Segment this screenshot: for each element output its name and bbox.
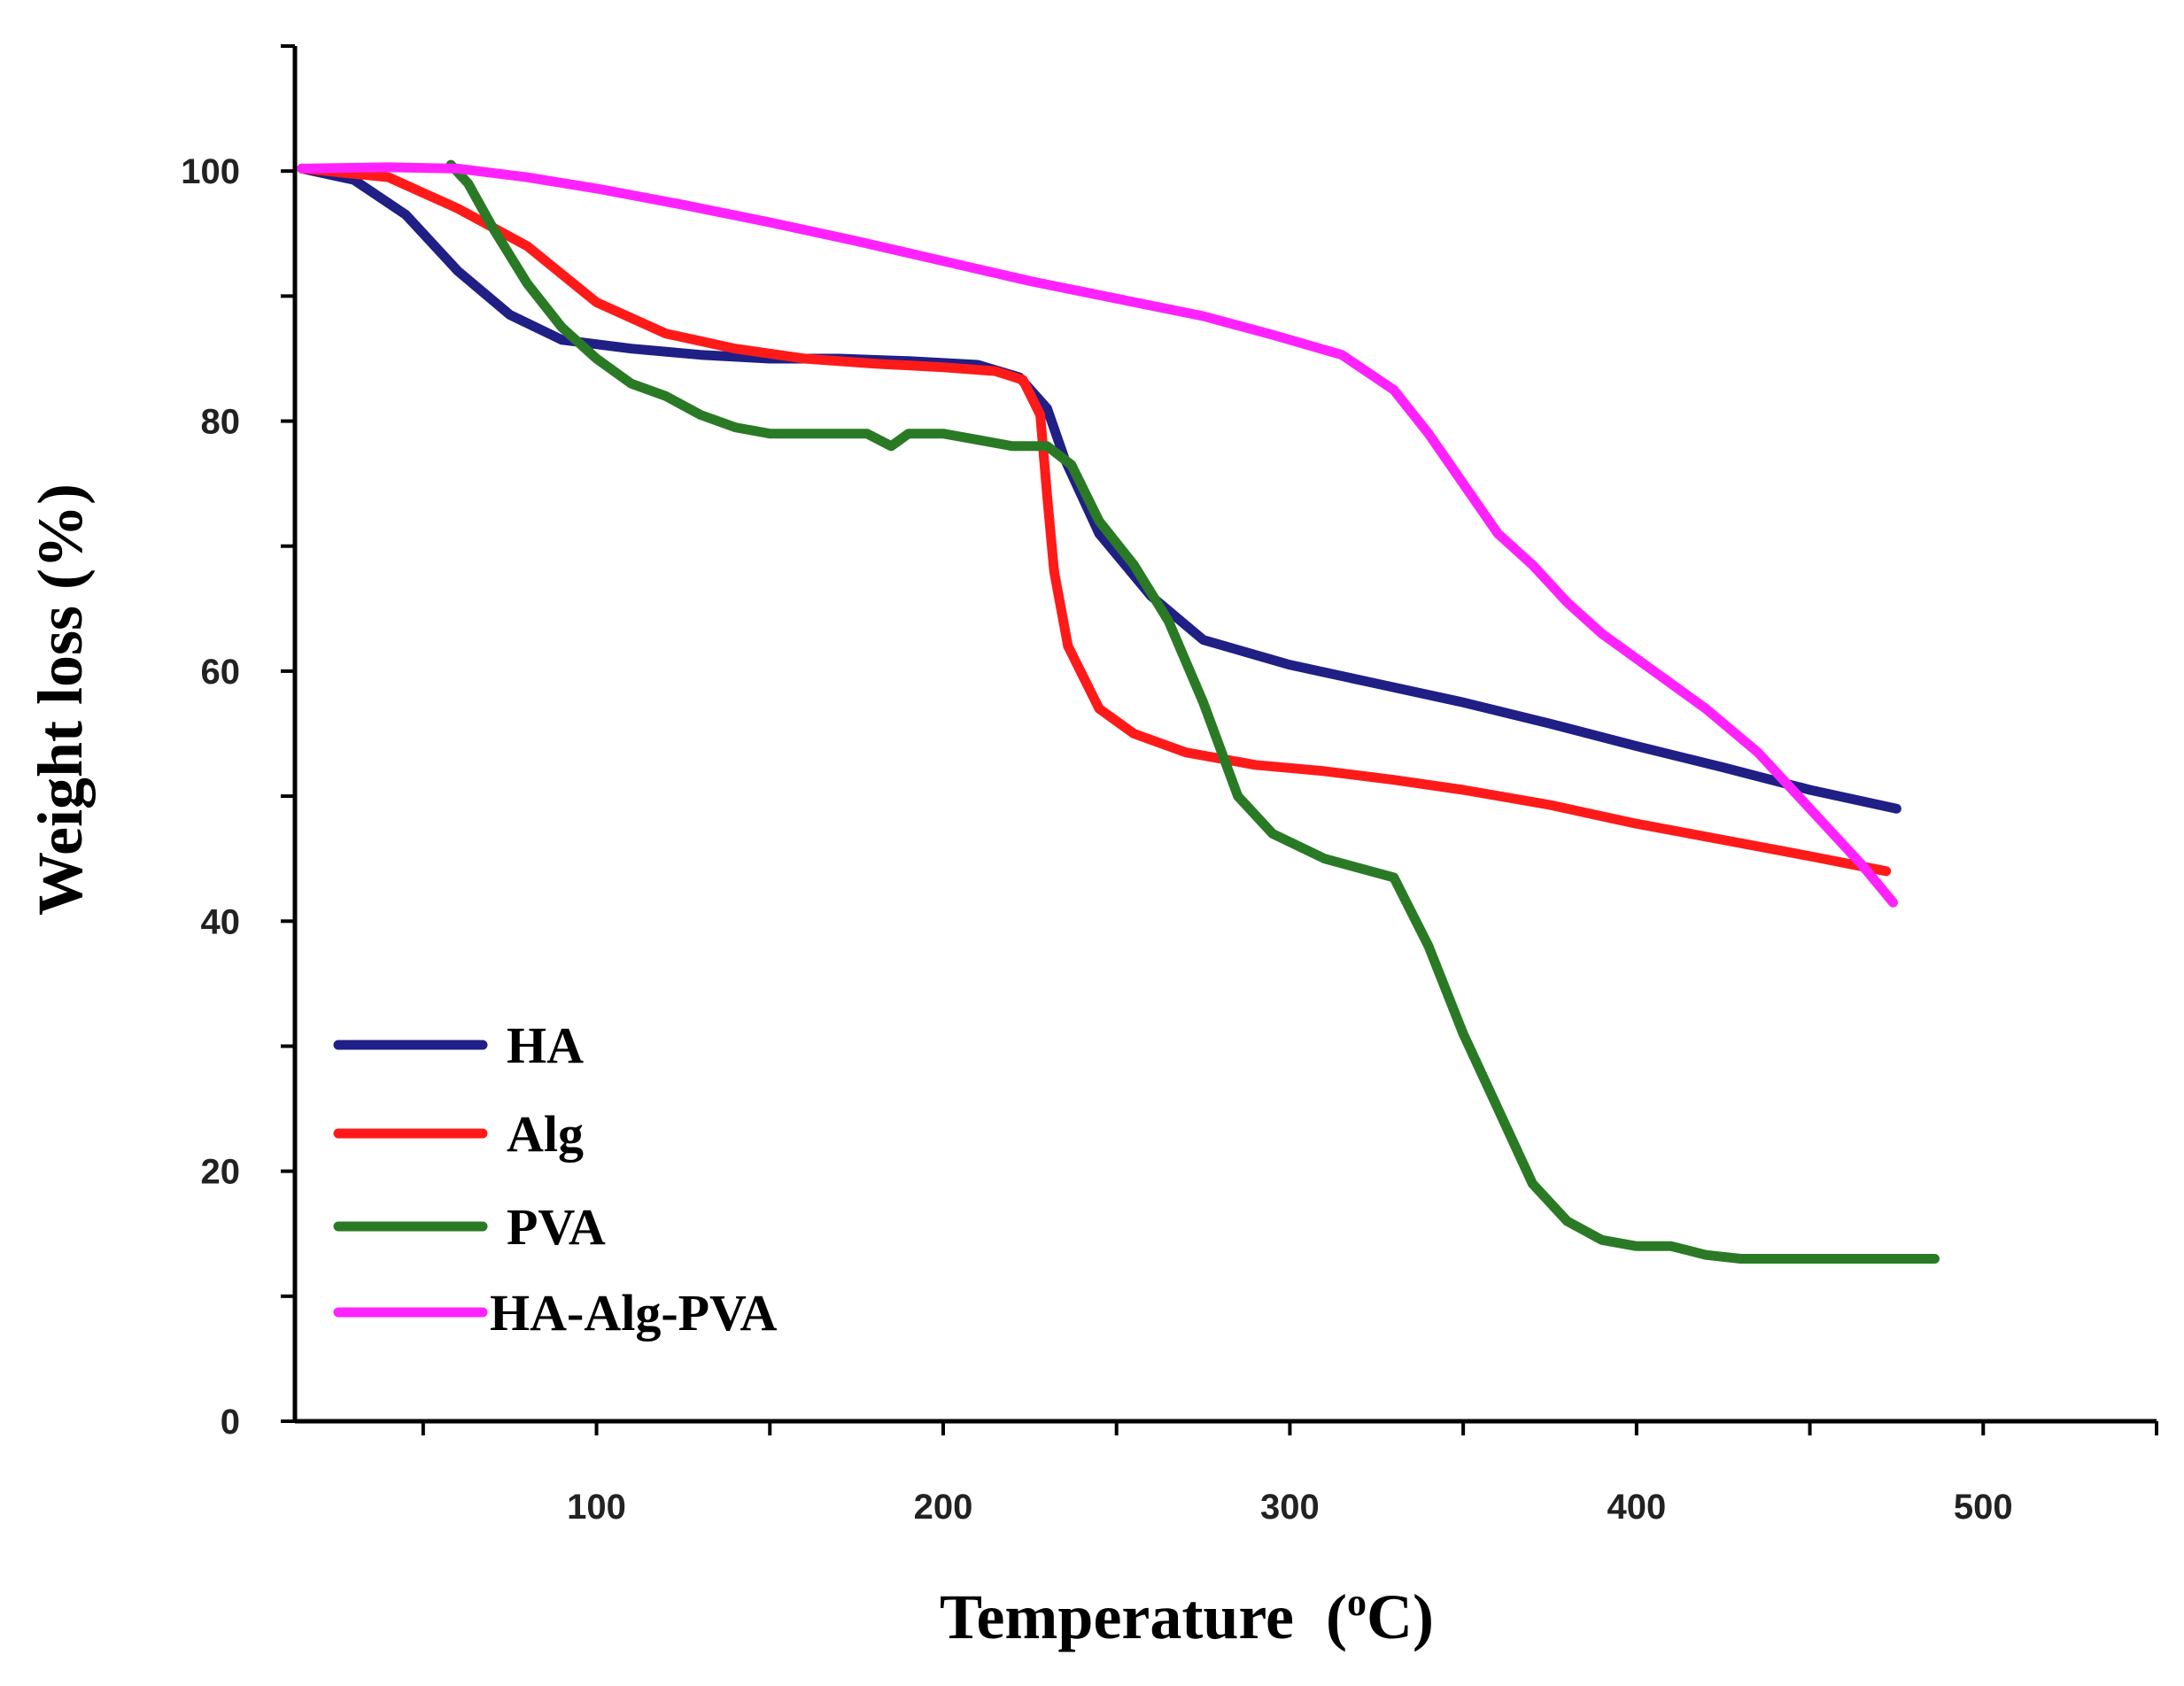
x-axis-title: Temperature (oC)	[940, 1581, 1434, 1652]
x-tick-label: 300	[1260, 1488, 1320, 1527]
x-tick-label: 400	[1607, 1488, 1666, 1527]
series-line-ha-alg-pva	[297, 162, 1898, 908]
legend-label-ha: HA	[507, 1017, 584, 1074]
y-tick-label: 80	[201, 403, 241, 442]
series-line-alg	[297, 163, 1892, 877]
y-tick-label: 20	[201, 1153, 241, 1192]
x-tick-label: 500	[1954, 1488, 2013, 1527]
y-tick-label: 40	[201, 902, 241, 941]
y-tick-label: 100	[181, 152, 240, 191]
x-axis-unit-superscript: o	[1347, 1581, 1367, 1624]
legend-label-alg: Alg	[507, 1105, 584, 1163]
y-tick-label: 0	[221, 1403, 240, 1442]
axes: 0 20 40 60 80 100 100 200 300 400 500	[181, 44, 2158, 1527]
series-lines	[297, 159, 1940, 1264]
legend-label-pva: PVA	[507, 1198, 606, 1256]
legend: HA Alg PVA HA-Alg-PVA	[333, 1017, 777, 1342]
x-tick-label: 100	[567, 1488, 626, 1527]
y-tick-label: 60	[201, 653, 241, 692]
series-line-pva	[445, 159, 1940, 1264]
x-axis-unit: C	[1367, 1582, 1413, 1652]
y-axis-title: Weight loss (%)	[25, 483, 96, 916]
x-axis-title-main: Temperature	[940, 1582, 1294, 1652]
legend-label-ha-alg-pva: HA-Alg-PVA	[490, 1284, 777, 1342]
x-tick-label: 200	[914, 1488, 973, 1527]
